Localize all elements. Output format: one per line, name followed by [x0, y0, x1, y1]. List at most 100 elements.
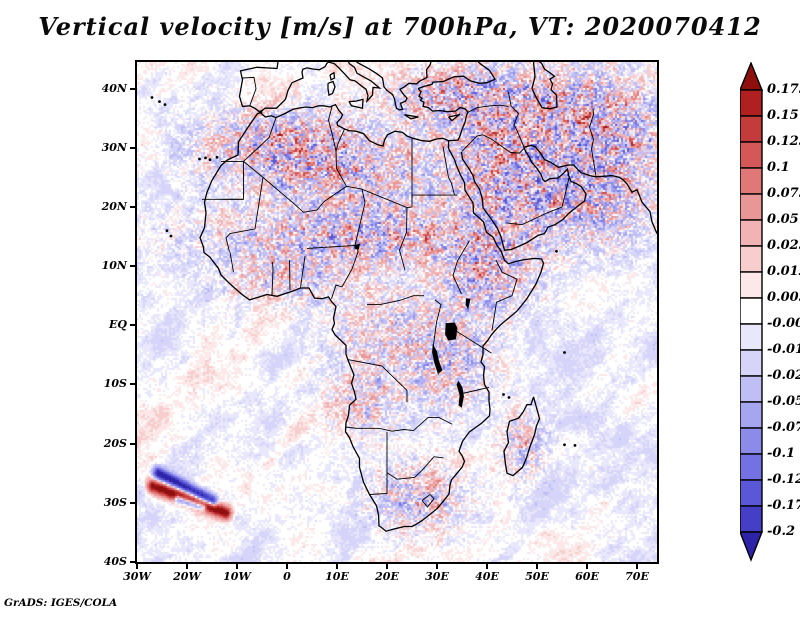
colorbar-label: 0.0125 [767, 264, 800, 279]
x-axis-label: 20W [173, 570, 201, 583]
colorbar-segment [739, 89, 763, 117]
y-axis-tick [130, 383, 136, 386]
x-axis-tick [636, 563, 638, 569]
colorbar-segment [739, 479, 763, 507]
colorbar-label: -0.2 [767, 524, 796, 539]
country-border [347, 359, 408, 403]
country-border [491, 259, 518, 331]
country-border [442, 146, 455, 196]
x-axis-tick [136, 563, 138, 569]
x-axis-tick [536, 563, 538, 569]
country-border [271, 261, 274, 296]
country-border [328, 106, 347, 187]
colorbar-arrow-up-icon [738, 61, 764, 91]
y-axis-tick [130, 324, 136, 327]
y-axis-label: 10S [103, 377, 127, 391]
colorbar-label: -0.0125 [767, 342, 800, 357]
x-axis-label: 20E [375, 570, 399, 583]
colorbar-segment [739, 193, 763, 221]
colorbar-segment [739, 167, 763, 195]
colorbar-label: 0.025 [767, 238, 800, 253]
y-axis-label: 40S [103, 555, 127, 568]
colorbar-arrow-down-icon [738, 531, 764, 562]
colorbar-segment [739, 401, 763, 429]
country-border [306, 244, 356, 249]
coastline [448, 112, 469, 142]
y-axis-label: EQ [109, 318, 127, 332]
country-border [367, 295, 424, 306]
island [555, 249, 558, 253]
island [507, 396, 511, 399]
map-plot-area [135, 60, 659, 564]
colorbar-label: -0.125 [767, 472, 800, 487]
x-axis-tick [486, 563, 488, 569]
grads-credit: GrADS: IGES/COLA [4, 597, 118, 609]
colorbar-segment [739, 505, 763, 533]
colorbar-segment [739, 453, 763, 481]
page-title: Vertical velocity [m/s] at 700hPa, VT: 2… [38, 12, 762, 41]
y-axis-label: 20S [103, 436, 127, 450]
coastline [329, 71, 336, 81]
y-axis-tick [130, 146, 136, 149]
island [502, 393, 505, 396]
colorbar-label: 0.125 [767, 134, 800, 149]
colorbar-label: 0.075 [767, 186, 800, 201]
country-border [456, 330, 492, 354]
coastline [404, 114, 419, 120]
colorbar-segment [739, 349, 763, 377]
lake [465, 298, 471, 310]
country-border [300, 256, 306, 288]
island [208, 158, 212, 161]
country-border [331, 247, 359, 299]
y-axis-label: 30N [101, 140, 127, 154]
country-border [421, 493, 435, 508]
coastline [417, 88, 469, 113]
y-axis-tick [130, 501, 136, 504]
country-border [589, 108, 597, 177]
colorbar-label: 0.1 [767, 160, 790, 175]
colorbar-segment [739, 115, 763, 143]
y-axis-tick [130, 442, 136, 445]
colorbar-label: -0.025 [767, 368, 800, 383]
x-axis-label: 40E [475, 570, 499, 583]
coastline [417, 62, 496, 90]
coastline [238, 62, 329, 114]
coastline [448, 113, 461, 122]
country-border [506, 177, 570, 226]
y-axis-label: 40N [101, 81, 127, 95]
x-axis-label: 30E [425, 570, 449, 583]
colorbar-label: 0.15 [767, 108, 799, 123]
colorbar-label: -0.005 [767, 316, 800, 331]
lake [354, 243, 361, 250]
colorbar-bar [738, 61, 764, 562]
country-border [242, 76, 257, 106]
country-border [386, 456, 444, 480]
y-axis-tick [130, 561, 136, 563]
country-border [335, 128, 345, 152]
x-axis-tick [236, 563, 238, 569]
country-border [346, 138, 413, 209]
y-axis-tick [130, 205, 136, 208]
x-axis-tick [286, 563, 288, 569]
x-axis-tick [186, 563, 188, 569]
island [563, 351, 566, 354]
colorbar-label: 0.175 [767, 82, 800, 97]
island [158, 100, 161, 103]
coastline [531, 62, 558, 110]
country-border [413, 417, 453, 431]
island [163, 103, 167, 106]
country-border [459, 386, 490, 395]
country-border [369, 431, 388, 495]
country-border [289, 260, 291, 291]
island [150, 96, 154, 99]
island [215, 155, 219, 159]
x-axis-label: 10W [223, 570, 251, 583]
coastline [356, 62, 432, 111]
x-axis-tick [336, 563, 338, 569]
colorbar-label: 0.005 [767, 290, 800, 305]
y-axis-label: 30S [103, 495, 127, 509]
colorbar-segment [739, 245, 763, 273]
colorbar-label: -0.1 [767, 446, 796, 461]
colorbar-segment [739, 375, 763, 403]
y-axis-label: 10N [101, 259, 127, 273]
